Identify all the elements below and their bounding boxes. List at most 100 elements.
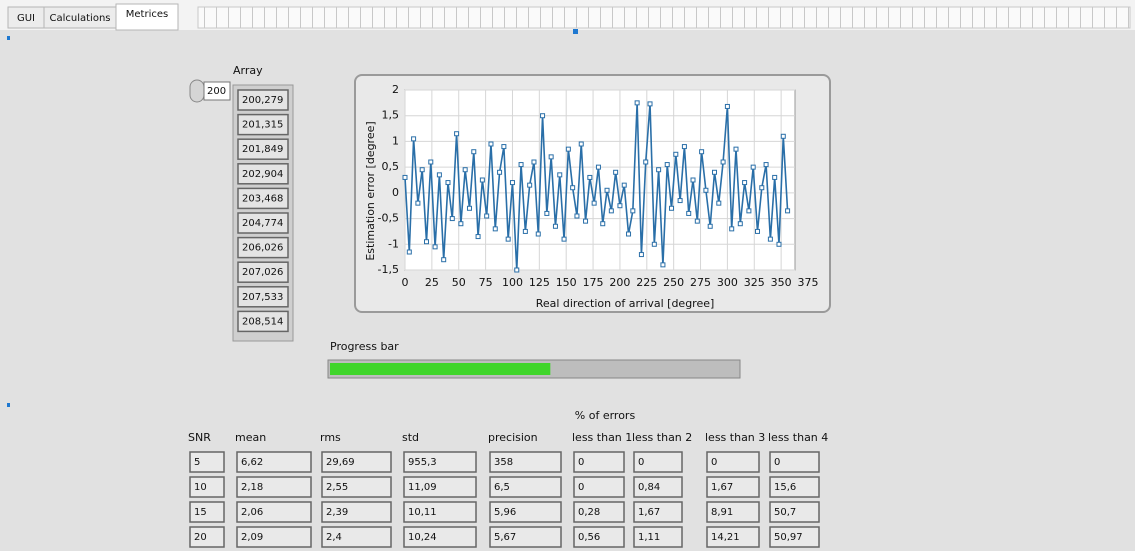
x-tick-label: 125 [529, 276, 550, 289]
data-point [780, 133, 786, 139]
column-header: mean [235, 431, 266, 444]
data-point [428, 159, 434, 165]
data-line [404, 102, 789, 271]
cell-value: 2,4 [326, 532, 342, 543]
array-cell [237, 286, 289, 308]
cell [189, 476, 225, 498]
data-point [505, 236, 511, 242]
cell [236, 526, 312, 548]
data-point [475, 234, 481, 240]
index-spinner[interactable] [189, 79, 205, 103]
data-point [733, 146, 739, 152]
y-tick-label: 1 [392, 134, 399, 147]
y-tick-label: 0,5 [382, 160, 400, 173]
array-cell [237, 89, 289, 111]
data-point [454, 131, 460, 137]
cell-value: 50,97 [774, 532, 803, 543]
index-box[interactable] [203, 81, 231, 101]
data-point [724, 103, 730, 109]
data-point [742, 180, 748, 186]
data-point [501, 144, 507, 150]
data-point [436, 172, 442, 178]
column-header: less than 2 [632, 431, 692, 444]
data-point [664, 162, 670, 168]
data-point [595, 164, 601, 170]
y-axis-label: Estimation error [degree] [364, 121, 377, 260]
data-point [694, 218, 700, 224]
cell-value: 50,7 [774, 507, 796, 518]
data-point [699, 149, 705, 155]
data-point [548, 154, 554, 160]
cell-value: 15,6 [774, 482, 796, 493]
data-point [677, 198, 683, 204]
data-point [643, 159, 649, 165]
array-cell [237, 138, 289, 160]
cell [489, 476, 562, 498]
x-tick-label: 275 [690, 276, 711, 289]
cell [236, 451, 312, 473]
data-point [613, 169, 619, 175]
marker [7, 403, 10, 407]
cell-value: 0 [711, 457, 717, 468]
data-point [638, 252, 644, 258]
cell-value: 5,67 [494, 532, 516, 543]
y-tick-label: -0,5 [378, 212, 399, 225]
cell-value: 8,91 [711, 507, 733, 518]
data-point [462, 167, 468, 173]
data-point [673, 151, 679, 157]
data-point [419, 167, 425, 173]
column-header: std [402, 431, 419, 444]
data-point [557, 172, 563, 178]
cell-value: 1,67 [711, 482, 733, 493]
array-value: 203,468 [242, 193, 283, 204]
data-point [746, 208, 752, 214]
cell-value: 6,62 [241, 457, 263, 468]
cell-value: 5,96 [494, 507, 516, 518]
data-point [497, 169, 503, 175]
data-point [651, 241, 657, 247]
cell [706, 476, 760, 498]
cell [403, 451, 477, 473]
tab-label: Metrices [126, 9, 168, 20]
cell-value: 14,21 [711, 532, 740, 543]
cell [321, 501, 392, 523]
data-point [600, 221, 606, 227]
data-point [703, 187, 709, 193]
data-point [759, 185, 765, 191]
cell-value: 15 [194, 507, 207, 518]
data-point [544, 210, 550, 216]
tab[interactable] [115, 3, 179, 31]
cell-value: 10,24 [408, 532, 437, 543]
cell [769, 451, 820, 473]
data-point [754, 228, 760, 234]
data-point [402, 174, 408, 180]
array-cell [237, 212, 289, 234]
cell [706, 501, 760, 523]
cell [489, 526, 562, 548]
data-point [514, 267, 520, 273]
cell-value: 11,09 [408, 482, 437, 493]
cell [321, 476, 392, 498]
x-tick-label: 25 [425, 276, 439, 289]
column-header: less than 4 [768, 431, 828, 444]
data-point [604, 187, 610, 193]
cell-value: 1,67 [638, 507, 660, 518]
x-axis-label: Real direction of arrival [degree] [536, 297, 715, 310]
column-header: rms [320, 431, 341, 444]
cell [769, 526, 820, 548]
cell [489, 451, 562, 473]
cell-value: 10,11 [408, 507, 437, 518]
data-point [750, 164, 756, 170]
data-point [681, 144, 687, 150]
cell [489, 501, 562, 523]
x-tick-label: 150 [556, 276, 577, 289]
x-tick-label: 0 [402, 276, 409, 289]
cell-value: 955,3 [408, 457, 437, 468]
data-point [686, 210, 692, 216]
cell-value: 10 [194, 482, 207, 493]
data-point [540, 113, 546, 119]
data-point [535, 231, 541, 237]
x-tick-label: 100 [502, 276, 523, 289]
data-point [432, 244, 438, 250]
cell-value: 6,5 [494, 482, 510, 493]
